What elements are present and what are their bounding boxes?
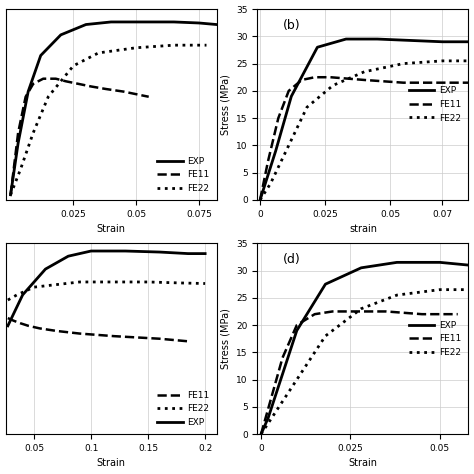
Legend: EXP, FE11, FE22: EXP, FE11, FE22 (407, 84, 464, 125)
X-axis label: Strain: Strain (97, 224, 126, 234)
Text: (b): (b) (283, 18, 301, 32)
Legend: EXP, FE11, FE22: EXP, FE11, FE22 (407, 318, 464, 359)
X-axis label: Strain: Strain (348, 458, 377, 468)
Legend: FE11, FE22, EXP: FE11, FE22, EXP (155, 388, 212, 429)
Y-axis label: Stress (MPa): Stress (MPa) (221, 308, 231, 369)
X-axis label: strain: strain (349, 224, 377, 234)
Y-axis label: Stress (MPa): Stress (MPa) (221, 74, 231, 135)
Legend: EXP, FE11, FE22: EXP, FE11, FE22 (155, 154, 212, 195)
X-axis label: Strain: Strain (97, 458, 126, 468)
Text: (d): (d) (283, 253, 301, 266)
